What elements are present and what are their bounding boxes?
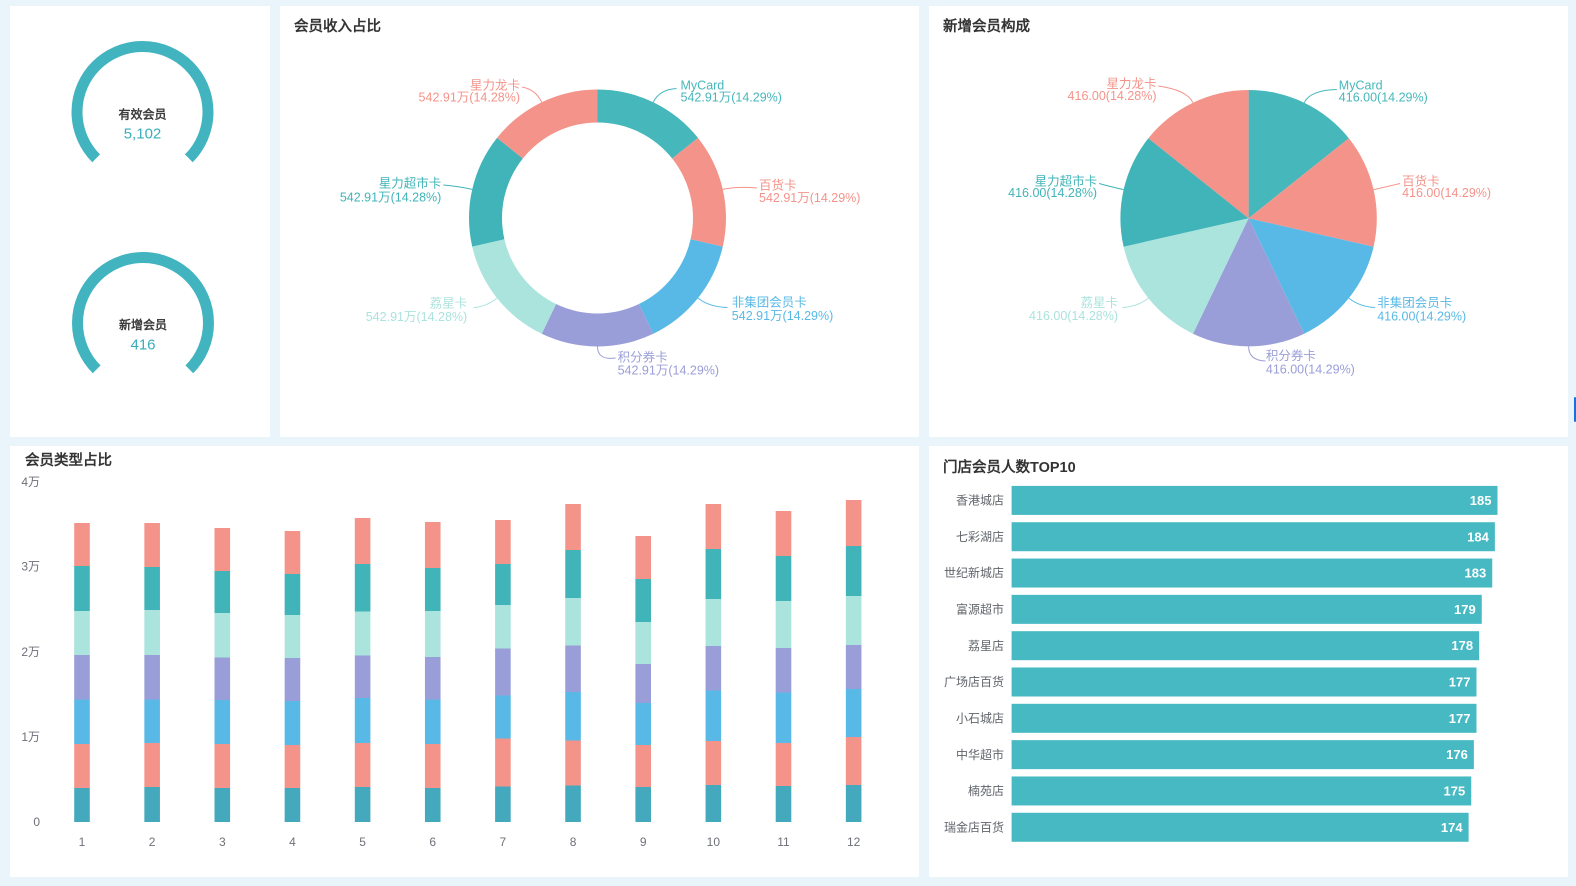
svg-text:4万: 4万: [21, 475, 40, 489]
svg-text:542.91万(14.29%): 542.91万(14.29%): [759, 191, 860, 205]
svg-text:174: 174: [1441, 820, 1463, 835]
svg-text:6: 6: [429, 835, 436, 849]
svg-text:416.00(14.28%): 416.00(14.28%): [1068, 89, 1157, 103]
svg-text:1: 1: [79, 835, 86, 849]
svg-text:175: 175: [1444, 784, 1466, 799]
svg-text:非集团会员卡: 非集团会员卡: [1377, 295, 1452, 310]
svg-text:12: 12: [847, 835, 861, 849]
svg-text:416.00(14.29%): 416.00(14.29%): [1377, 309, 1466, 323]
svg-text:MyCard: MyCard: [1339, 79, 1383, 93]
svg-text:177: 177: [1449, 711, 1471, 726]
svg-text:荔星店: 荔星店: [968, 639, 1004, 653]
svg-text:星力超市卡: 星力超市卡: [1035, 173, 1098, 188]
svg-text:世纪新城店: 世纪新城店: [944, 565, 1004, 580]
svg-text:7: 7: [500, 835, 507, 849]
svg-text:542.91万(14.29%): 542.91万(14.29%): [618, 364, 719, 378]
svg-text:542.91万(14.28%): 542.91万(14.28%): [340, 190, 441, 204]
svg-text:星力龙卡: 星力龙卡: [470, 79, 520, 93]
svg-text:星力超市卡: 星力超市卡: [379, 176, 442, 191]
svg-text:0: 0: [33, 815, 40, 829]
svg-text:瑞金店百货: 瑞金店百货: [944, 819, 1004, 834]
svg-text:荔星卡: 荔星卡: [1080, 296, 1118, 310]
svg-text:广场店百货: 广场店百货: [944, 674, 1004, 689]
svg-text:非集团会员卡: 非集团会员卡: [732, 294, 807, 309]
svg-text:416.00(14.29%): 416.00(14.29%): [1402, 186, 1491, 200]
svg-text:542.91万(14.29%): 542.91万(14.29%): [681, 90, 782, 104]
svg-text:11: 11: [777, 835, 790, 849]
svg-text:416.00(14.29%): 416.00(14.29%): [1266, 363, 1355, 377]
svg-text:8: 8: [570, 835, 577, 849]
svg-text:香港城店: 香港城店: [956, 494, 1004, 508]
svg-text:542.91万(14.28%): 542.91万(14.28%): [366, 310, 467, 324]
svg-text:542.91万(14.28%): 542.91万(14.28%): [419, 90, 520, 104]
svg-text:2万: 2万: [21, 645, 40, 659]
svg-text:百货卡: 百货卡: [1402, 173, 1440, 188]
svg-text:4: 4: [289, 835, 296, 849]
svg-text:5: 5: [359, 835, 366, 849]
svg-text:184: 184: [1467, 529, 1489, 544]
svg-text:3万: 3万: [21, 560, 40, 574]
svg-text:MyCard: MyCard: [681, 78, 725, 92]
svg-text:星力龙卡: 星力龙卡: [1106, 77, 1156, 91]
svg-text:百货卡: 百货卡: [759, 177, 797, 192]
svg-text:542.91万(14.29%): 542.91万(14.29%): [732, 309, 833, 323]
svg-text:富源超市: 富源超市: [956, 602, 1004, 617]
svg-text:楠苑店: 楠苑店: [968, 783, 1004, 798]
svg-text:185: 185: [1470, 493, 1492, 508]
svg-text:荔星卡: 荔星卡: [430, 296, 468, 310]
svg-text:有效会员: 有效会员: [118, 107, 166, 122]
svg-text:新增会员: 新增会员: [119, 317, 167, 332]
svg-text:1万: 1万: [21, 730, 40, 744]
svg-text:七彩湖店: 七彩湖店: [956, 529, 1004, 544]
svg-text:3: 3: [219, 835, 226, 849]
svg-text:小石城店: 小石城店: [956, 712, 1004, 726]
svg-text:416.00(14.28%): 416.00(14.28%): [1029, 309, 1118, 323]
svg-text:183: 183: [1465, 566, 1487, 581]
svg-text:2: 2: [149, 835, 156, 849]
svg-text:5,102: 5,102: [124, 125, 162, 142]
svg-text:416.00(14.28%): 416.00(14.28%): [1008, 186, 1097, 200]
svg-text:10: 10: [707, 835, 721, 849]
svg-text:积分券卡: 积分券卡: [1266, 348, 1316, 363]
svg-text:177: 177: [1449, 675, 1471, 690]
svg-text:积分券卡: 积分券卡: [618, 349, 668, 364]
svg-text:178: 178: [1451, 638, 1473, 653]
svg-text:416.00(14.29%): 416.00(14.29%): [1339, 91, 1428, 105]
svg-text:9: 9: [640, 835, 647, 849]
svg-text:176: 176: [1446, 747, 1468, 762]
svg-text:179: 179: [1454, 602, 1476, 617]
svg-text:416: 416: [130, 337, 155, 354]
svg-text:中华超市: 中华超市: [956, 747, 1004, 762]
